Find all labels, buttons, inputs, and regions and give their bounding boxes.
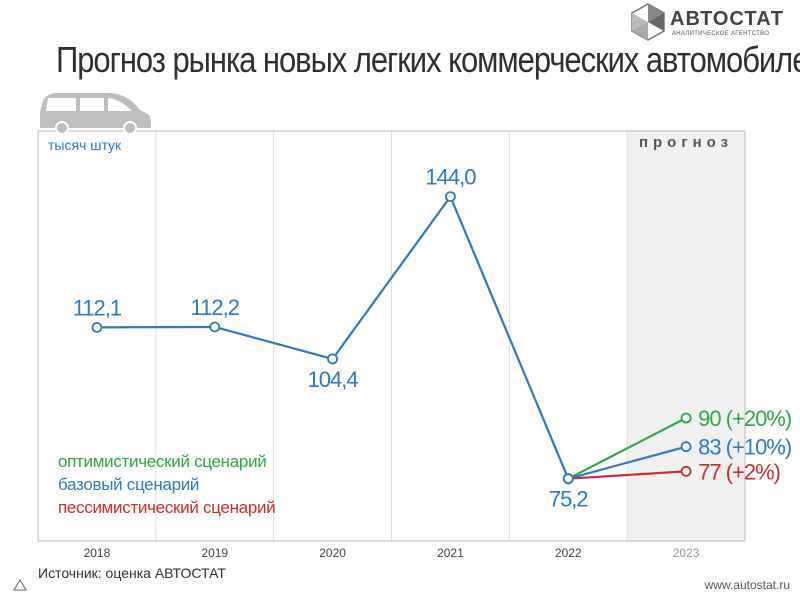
logo-emblem-icon [631, 3, 665, 41]
data-label-optimistic: 90 (+20%) [698, 406, 791, 431]
logo-subtitle: АНАЛИТИЧЕСКОЕ АГЕНТСТВО [672, 31, 770, 37]
website-link[interactable]: www.autostat.ru [704, 578, 790, 592]
data-label-base: 75,2 [549, 487, 589, 512]
page-title: Прогноз рынка новых легких коммерческих … [56, 39, 800, 80]
x-tick-label: 2020 [319, 546, 346, 560]
data-label-base: 83 (+10%) [698, 435, 791, 460]
autostat-logo: АВТОСТАТ АНАЛИТИЧЕСКОЕ АГЕНТСТВО [628, 2, 800, 46]
data-point-base [209, 321, 221, 333]
x-tick-label: 2022 [555, 546, 582, 560]
data-point-base [327, 353, 338, 365]
data-point-base [680, 441, 692, 453]
data-point-optimistic [680, 412, 692, 424]
minivan-icon [40, 93, 151, 135]
corner-mark-icon [13, 579, 27, 591]
data-point-base [445, 191, 456, 203]
x-tick-label: 2019 [201, 546, 228, 560]
x-tick-label: 2023 [673, 546, 700, 560]
data-label-pessimistic: 77 (+2%) [698, 459, 780, 484]
grid-lines [155, 131, 628, 541]
x-tick-label: 2018 [84, 546, 111, 560]
x-tick-label: 2021 [437, 546, 464, 560]
logo-name: АВТОСТАТ [670, 8, 784, 30]
data-label-base: 104,4 [308, 367, 359, 392]
data-point-pessimistic [680, 465, 692, 477]
legend-optimistic: оптимистический сценарий [58, 452, 267, 471]
legend-base: базовый сценарий [58, 475, 200, 494]
series-line-pessimistic [568, 470, 687, 480]
data-label-base: 112,1 [73, 295, 122, 320]
data-label-base: 144,0 [425, 165, 476, 190]
forecast-label: прогноз [638, 134, 734, 151]
data-label-base: 112,2 [191, 295, 240, 320]
legend-pessimistic: пессимистический сценарий [58, 498, 276, 517]
data-point-base [562, 473, 574, 485]
source-note: Источник: оценка АВТОСТАТ [38, 565, 226, 581]
series-line-optimistic [567, 417, 687, 480]
unit-label: тысяч штук [48, 137, 122, 153]
series-line-base [96, 194, 687, 480]
chart-frame [37, 130, 746, 542]
data-point-base [91, 321, 103, 333]
